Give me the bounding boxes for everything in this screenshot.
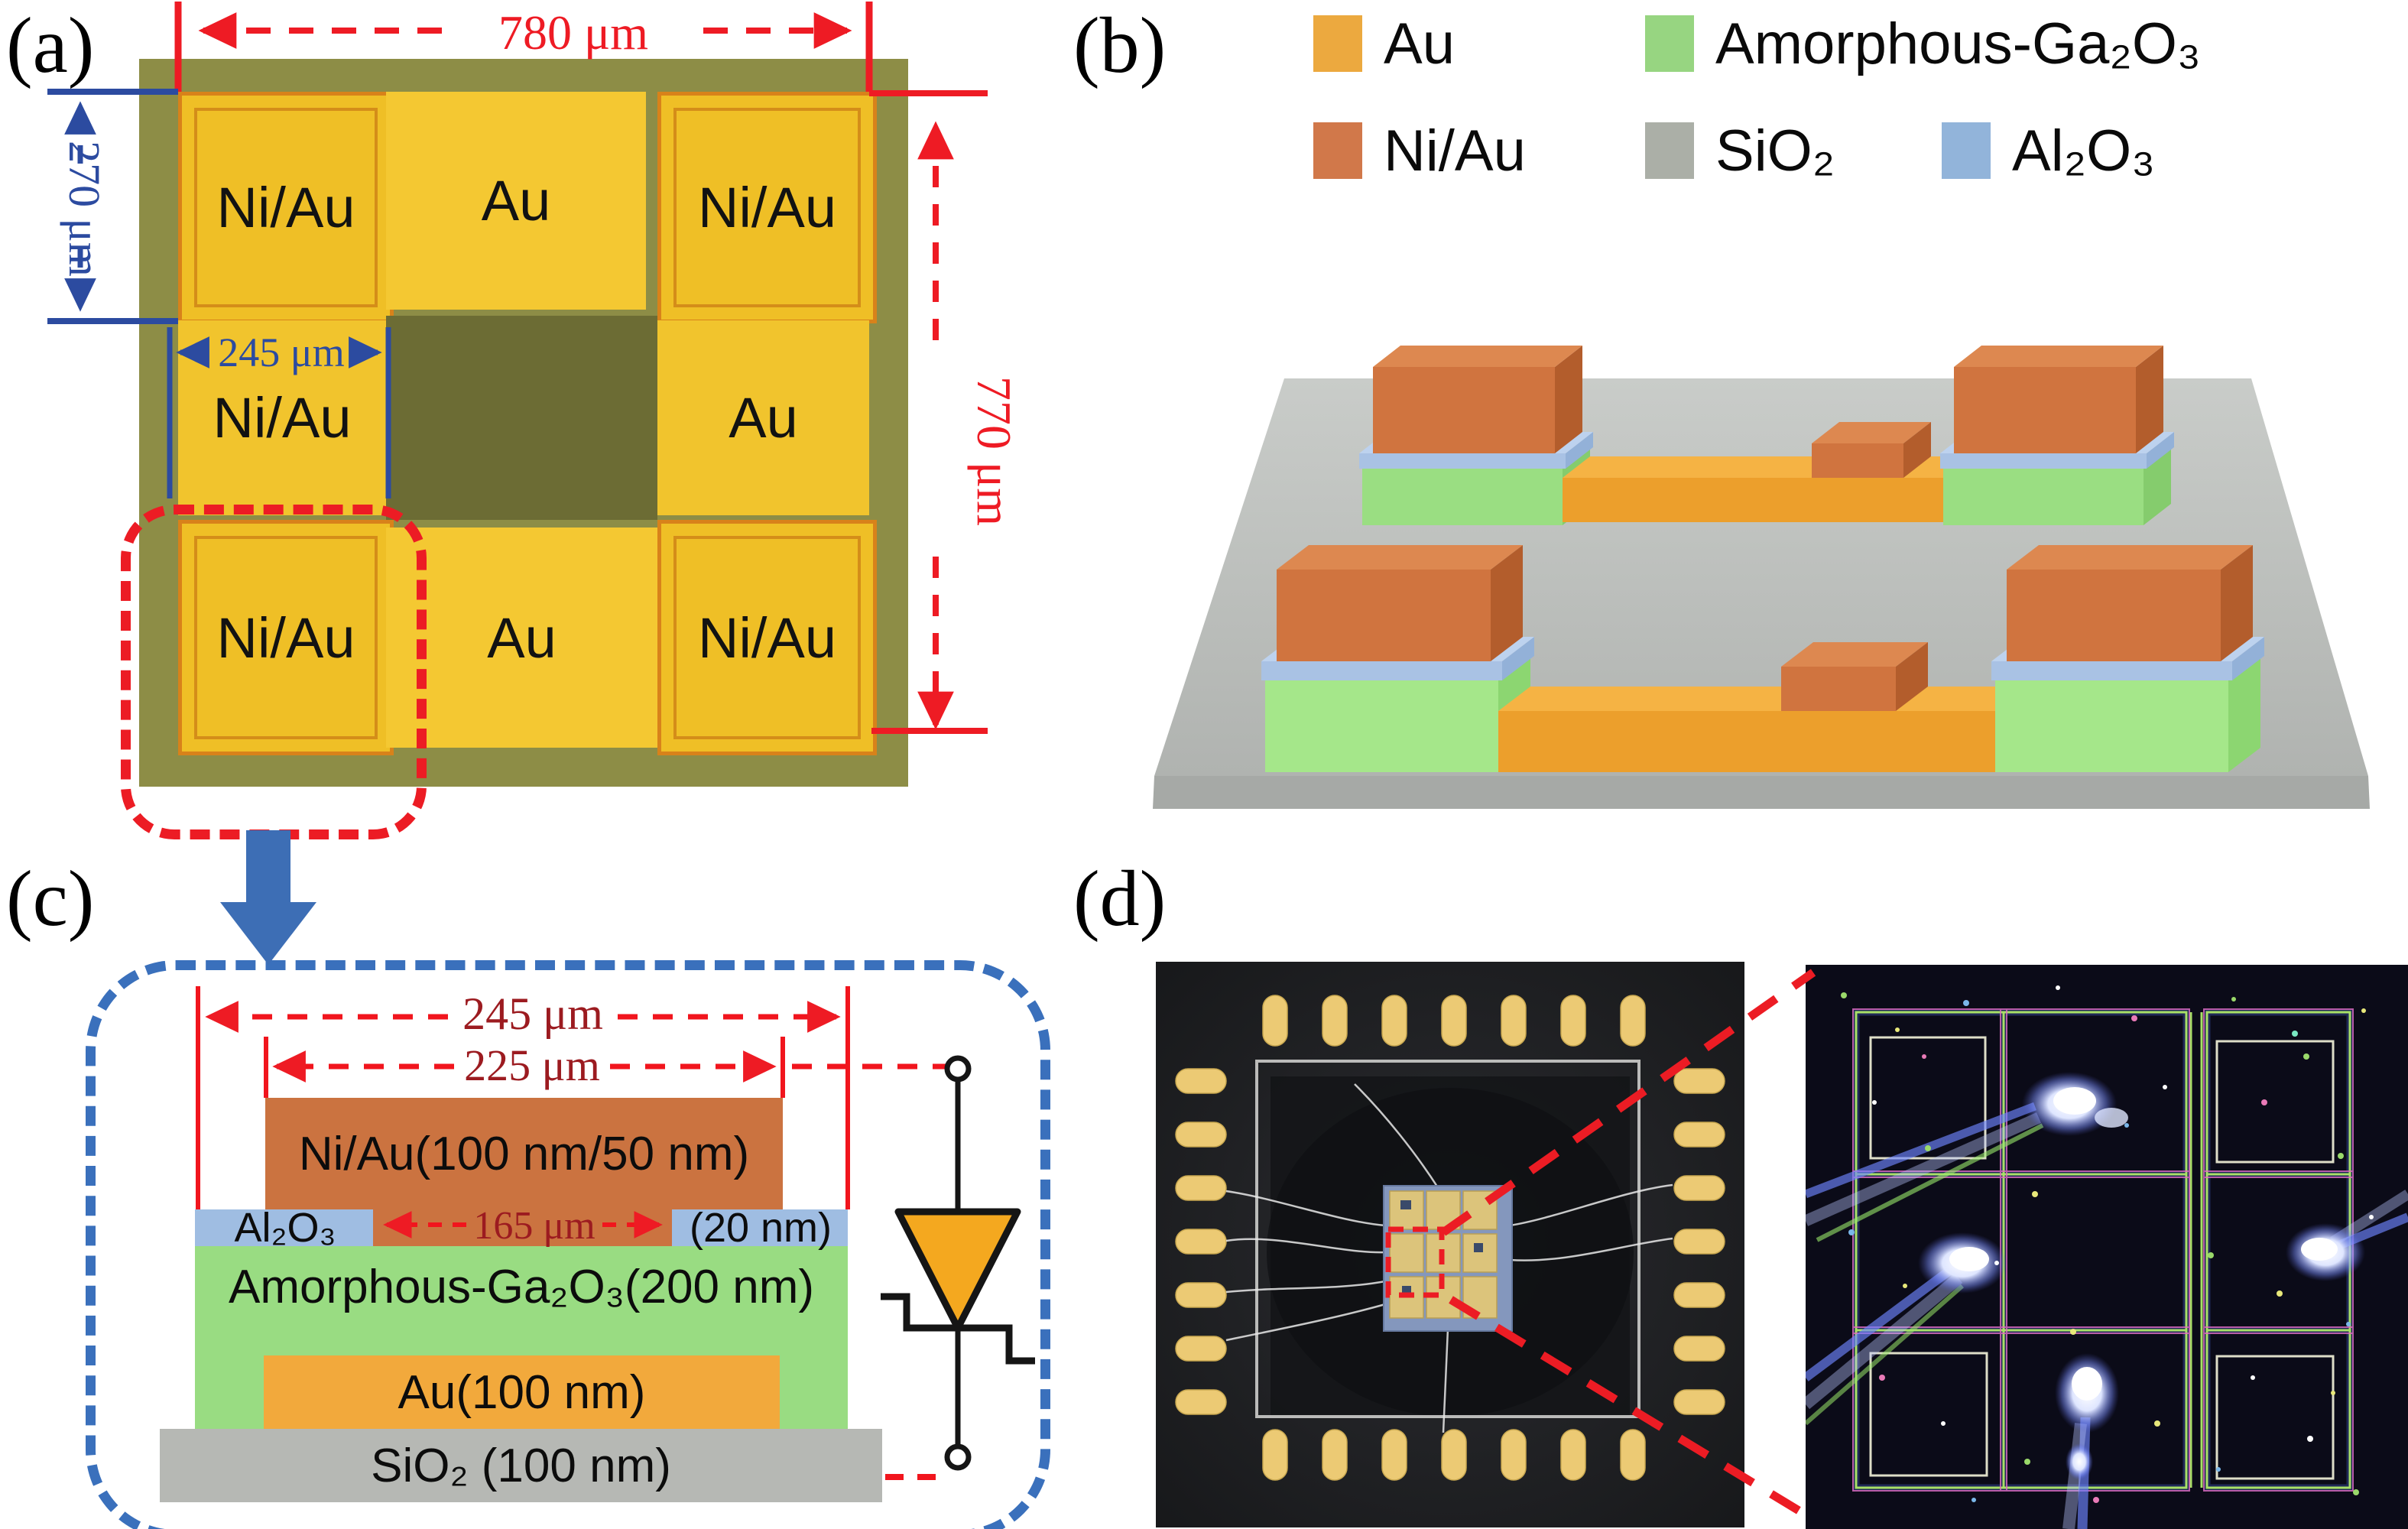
bond-ball-left [1806, 1232, 2007, 1426]
panel-link-arrow [220, 830, 316, 965]
pad-label: Ni/Au [216, 605, 355, 670]
layer-label-au: Au(100 nm) [398, 1365, 646, 1419]
pad-label: Ni/Au [698, 176, 836, 239]
dim-225um-c: 225 μm [464, 1040, 600, 1090]
layer-label-ga2o3: Amorphous-Ga₂O₃(200 nm) [228, 1260, 815, 1313]
layer-label-al2o3: Al₂O₃ [234, 1205, 336, 1251]
panel-c-label: (c) [6, 855, 95, 943]
layer-au [264, 1355, 780, 1429]
cross-section-box [86, 960, 1050, 1529]
pad-row1-niau-left: Ni/Au [178, 92, 394, 323]
dim-245um-a: 245 μm [218, 329, 345, 375]
dim-270um: 270 μm [60, 141, 109, 277]
layer-label-niau: Ni/Au(100 nm/50 nm) [298, 1127, 750, 1180]
au-bridge-front [1498, 642, 2027, 772]
pad-label: Ni/Au [698, 605, 836, 670]
pad-row2-au: Au [657, 320, 869, 515]
darkfield-micrograph [1806, 965, 2408, 1529]
layer-al2o3-right [672, 1209, 848, 1246]
dim-245um-c: 245 μm [462, 988, 603, 1039]
legend-swatch-niau [1313, 122, 1362, 179]
mesa-front-right [1991, 545, 2264, 772]
legend-label-niau: Ni/Au [1384, 118, 1526, 183]
layer-label-sio2: SiO₂ (100 nm) [371, 1439, 671, 1492]
mesa-back-left [1359, 346, 1593, 525]
legend-swatch-ga2o3 [1645, 15, 1694, 72]
legend-label-ga2o3: Amorphous-Ga₂O₃ [1715, 11, 2201, 76]
inner-pad-outlines [1869, 1036, 2335, 1480]
legend-label-al2o3: Al₂O₃ [2012, 118, 2156, 183]
dim-165um-c: 165 μm [473, 1204, 596, 1248]
pad-row1-au: Au [386, 92, 646, 310]
chip-highlight-box [1385, 1226, 1445, 1298]
center-window [386, 316, 657, 520]
device-cell-outlines [1852, 1008, 2354, 1492]
bond-ball-bottom [2055, 1353, 2119, 1529]
panel-a-label: (a) [6, 2, 95, 89]
mesa-back-right [1940, 346, 2174, 525]
device-3d-schematic [1153, 346, 2370, 809]
pad-label: Ni/Au [216, 176, 355, 239]
panel-d-label: (d) [1073, 855, 1167, 943]
layer-sio2 [160, 1429, 882, 1502]
legend-swatch-sio2 [1645, 122, 1694, 179]
panel-b-label: (b) [1073, 2, 1167, 89]
legend-swatch-al2o3 [1942, 122, 1991, 179]
pad-row3-niau-right: Ni/Au [657, 520, 877, 755]
layer-al2o3-left [195, 1209, 373, 1246]
mesa-front-left [1261, 545, 1534, 772]
legend-swatch-au [1313, 15, 1362, 72]
layer-label-al2o3-thickness: (20 nm) [689, 1205, 832, 1251]
legend-label-sio2: SiO₂ [1715, 118, 1835, 183]
chip [1383, 1185, 1513, 1332]
pad-label: Au [481, 169, 551, 232]
pad-row1-niau-right: Ni/Au [657, 92, 877, 323]
packaged-chip-photo [1156, 962, 1744, 1527]
dim-770um: 770 μm [967, 375, 1021, 527]
legend-label-au: Au [1384, 11, 1455, 76]
pad-row3-au: Au [386, 528, 657, 748]
pad-label: Au [729, 386, 798, 450]
pad-label: Au [487, 605, 557, 670]
highlight-box-device [121, 505, 427, 839]
pad-label: Ni/Au [213, 386, 352, 450]
debris-speckles [1841, 985, 2374, 1503]
au-bridge-back [1563, 422, 1971, 522]
dim-780um: 780 μm [498, 5, 649, 60]
bond-ball-top [1806, 1072, 2128, 1242]
pad-row3-niau-left: Ni/Au [178, 520, 394, 755]
layer-niau-window [373, 1209, 672, 1246]
bond-wires [1225, 1083, 1673, 1433]
